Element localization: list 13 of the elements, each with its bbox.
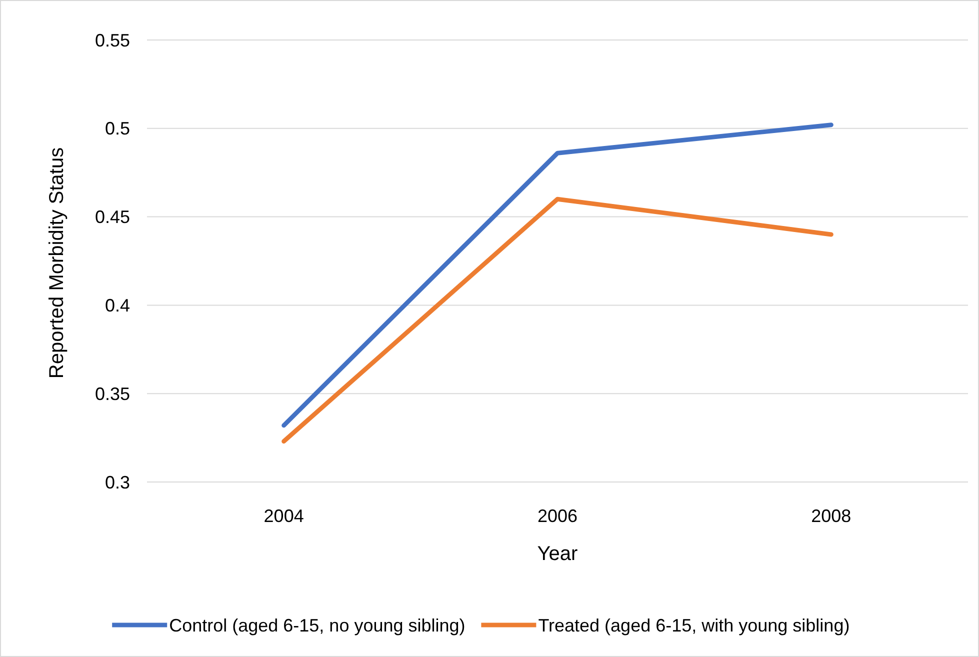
y-tick-label: 0.55 <box>94 30 130 50</box>
y-tick-label: 0.45 <box>94 207 130 228</box>
y-tick-label: 0.5 <box>104 118 130 139</box>
x-axis-title: Year <box>537 543 578 565</box>
y-tick-label: 0.4 <box>104 296 130 316</box>
y-axis-title: Reported Morbidity Status <box>46 147 68 379</box>
x-tick-label: 2008 <box>811 506 852 526</box>
legend-label: Control (aged 6-15, no young sibling) <box>169 615 466 636</box>
legend-label: Treated (aged 6-15, with young sibling) <box>538 615 850 636</box>
x-tick-label: 2004 <box>264 506 304 526</box>
y-tick-label: 0.35 <box>94 384 130 404</box>
y-tick-label: 0.3 <box>104 472 130 492</box>
x-tick-label: 2006 <box>537 506 578 526</box>
